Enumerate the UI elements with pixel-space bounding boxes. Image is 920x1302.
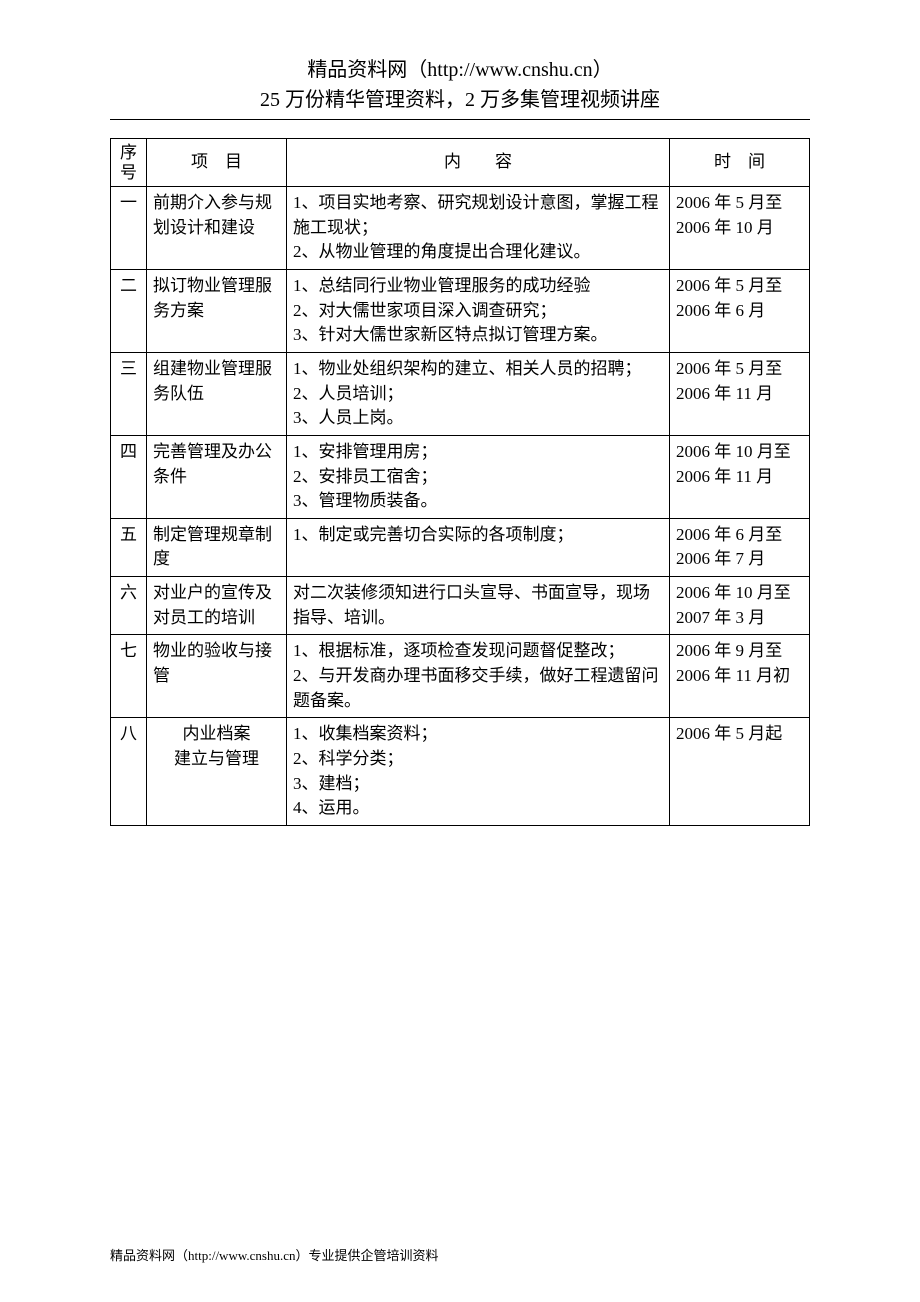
cell-content: 1、安排管理用房； 2、安排员工宿舍； 3、管理物质装备。 — [287, 435, 670, 518]
table-row: 七物业的验收与接管1、根据标准，逐项检查发现问题督促整改； 2、与开发商办理书面… — [111, 635, 810, 718]
cell-index: 三 — [111, 352, 147, 435]
cell-index: 二 — [111, 270, 147, 353]
col-time: 时 间 — [670, 139, 810, 187]
cell-time: 2006 年 5 月至2006 年 6 月 — [670, 270, 810, 353]
header-line-1: 精品资料网（http://www.cnshu.cn） — [110, 55, 810, 85]
cell-project: 前期介入参与规划设计和建设 — [147, 187, 287, 270]
cell-index: 七 — [111, 635, 147, 718]
col-project: 项 目 — [147, 139, 287, 187]
cell-index: 六 — [111, 577, 147, 635]
cell-project: 物业的验收与接管 — [147, 635, 287, 718]
header-divider — [110, 119, 810, 120]
cell-content: 1、根据标准，逐项检查发现问题督促整改； 2、与开发商办理书面移交手续，做好工程… — [287, 635, 670, 718]
cell-time: 2006 年 6 月至2006 年 7 月 — [670, 518, 810, 576]
col-content: 内 容 — [287, 139, 670, 187]
table-body: 一前期介入参与规划设计和建设1、项目实地考察、研究规划设计意图，掌握工程施工现状… — [111, 187, 810, 826]
cell-index: 五 — [111, 518, 147, 576]
header-line-2: 25 万份精华管理资料，2 万多集管理视频讲座 — [110, 85, 810, 115]
table-header: 序号 项 目 内 容 时 间 — [111, 139, 810, 187]
cell-project: 制定管理规章制度 — [147, 518, 287, 576]
page-header: 精品资料网（http://www.cnshu.cn） 25 万份精华管理资料，2… — [110, 55, 810, 115]
cell-content: 1、制定或完善切合实际的各项制度； — [287, 518, 670, 576]
table-row: 二拟订物业管理服务方案1、总结同行业物业管理服务的成功经验 2、对大儒世家项目深… — [111, 270, 810, 353]
cell-project: 完善管理及办公条件 — [147, 435, 287, 518]
cell-time: 2006 年 5 月起 — [670, 718, 810, 826]
document-page: 精品资料网（http://www.cnshu.cn） 25 万份精华管理资料，2… — [0, 0, 920, 1302]
schedule-table: 序号 项 目 内 容 时 间 一前期介入参与规划设计和建设1、项目实地考察、研究… — [110, 138, 810, 826]
cell-project: 内业档案 建立与管理 — [147, 718, 287, 826]
cell-index: 一 — [111, 187, 147, 270]
cell-content: 对二次装修须知进行口头宣导、书面宣导，现场指导、培训。 — [287, 577, 670, 635]
table-row: 八内业档案 建立与管理1、收集档案资料； 2、科学分类； 3、建档； 4、运用。… — [111, 718, 810, 826]
table-header-row: 序号 项 目 内 容 时 间 — [111, 139, 810, 187]
cell-time: 2006 年 9 月至2006 年 11 月初 — [670, 635, 810, 718]
table-row: 一前期介入参与规划设计和建设1、项目实地考察、研究规划设计意图，掌握工程施工现状… — [111, 187, 810, 270]
table-row: 五制定管理规章制度1、制定或完善切合实际的各项制度；2006 年 6 月至200… — [111, 518, 810, 576]
page-footer: 精品资料网（http://www.cnshu.cn）专业提供企管培训资料 — [110, 1245, 438, 1264]
cell-time: 2006 年 10 月至 2006 年 11 月 — [670, 435, 810, 518]
table-row: 四完善管理及办公条件1、安排管理用房； 2、安排员工宿舍； 3、管理物质装备。2… — [111, 435, 810, 518]
cell-project: 组建物业管理服务队伍 — [147, 352, 287, 435]
table-row: 六对业户的宣传及对员工的培训对二次装修须知进行口头宣导、书面宣导，现场指导、培训… — [111, 577, 810, 635]
cell-content: 1、总结同行业物业管理服务的成功经验 2、对大儒世家项目深入调查研究； 3、针对… — [287, 270, 670, 353]
cell-project: 对业户的宣传及对员工的培训 — [147, 577, 287, 635]
cell-content: 1、物业处组织架构的建立、相关人员的招聘； 2、人员培训； 3、人员上岗。 — [287, 352, 670, 435]
cell-index: 八 — [111, 718, 147, 826]
cell-index: 四 — [111, 435, 147, 518]
table-row: 三组建物业管理服务队伍1、物业处组织架构的建立、相关人员的招聘； 2、人员培训；… — [111, 352, 810, 435]
cell-time: 2006 年 10 月至 2007 年 3 月 — [670, 577, 810, 635]
cell-project: 拟订物业管理服务方案 — [147, 270, 287, 353]
col-index: 序号 — [111, 139, 147, 187]
cell-content: 1、项目实地考察、研究规划设计意图，掌握工程施工现状； 2、从物业管理的角度提出… — [287, 187, 670, 270]
cell-time: 2006 年 5 月至2006 年 10 月 — [670, 187, 810, 270]
cell-content: 1、收集档案资料； 2、科学分类； 3、建档； 4、运用。 — [287, 718, 670, 826]
cell-time: 2006 年 5 月至2006 年 11 月 — [670, 352, 810, 435]
